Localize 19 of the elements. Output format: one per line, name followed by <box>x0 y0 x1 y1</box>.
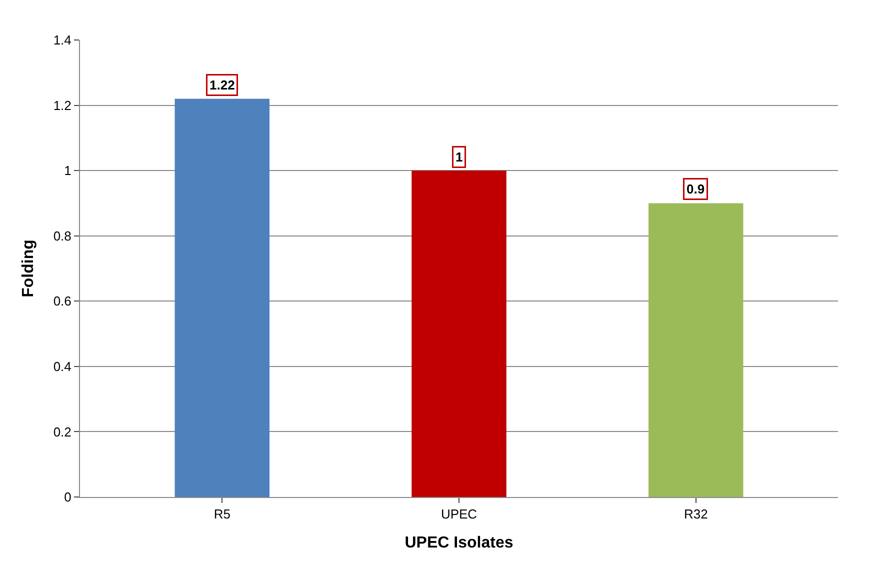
y-tick-label: 1 <box>64 163 72 178</box>
y-tick-label: 0.2 <box>53 424 72 440</box>
y-tick-label: 0.4 <box>53 358 72 374</box>
x-tick-label: UPEC <box>440 506 478 522</box>
bar <box>412 170 506 497</box>
y-tick-label: 0 <box>64 490 72 505</box>
data-label: 1 <box>456 150 463 164</box>
y-tick-label: 1.2 <box>53 98 72 113</box>
data-label: 1.22 <box>210 78 235 92</box>
x-tick-label: R5 <box>214 506 230 522</box>
bar <box>174 98 270 497</box>
data-label: 0.9 <box>686 182 705 196</box>
x-tick-label: R32 <box>684 506 708 522</box>
y-axis-title: Folding <box>20 240 38 298</box>
y-tick-label: 0.8 <box>53 228 72 244</box>
y-tick-label: 1.4 <box>53 32 72 48</box>
x-axis-title: UPEC Isolates <box>404 534 514 552</box>
bar <box>648 203 744 497</box>
y-tick-label: 0.6 <box>53 294 72 309</box>
